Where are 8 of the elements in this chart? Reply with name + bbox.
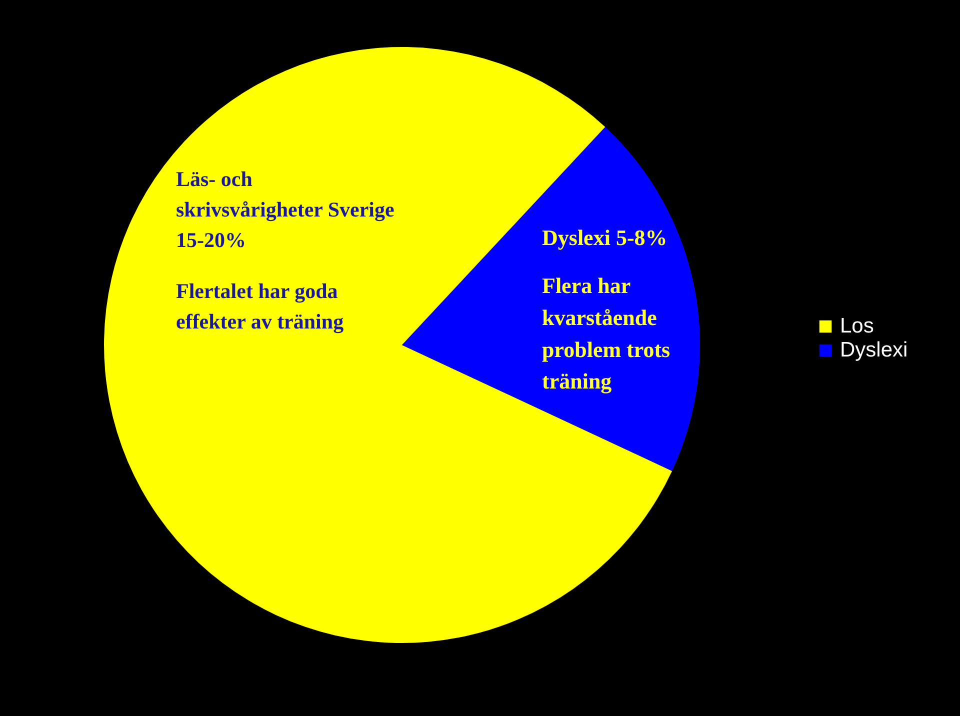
legend-label: Los bbox=[840, 314, 874, 338]
pie-slice bbox=[104, 47, 672, 643]
text: Flera har kvarstående problem trots träning bbox=[542, 273, 671, 394]
text: Dyslexi 5-8% bbox=[542, 225, 668, 250]
text: Flertalet har goda effekter av träning bbox=[176, 279, 344, 334]
text: Läs- och skrivsvårigheter Sverige 15-20% bbox=[176, 167, 394, 252]
legend-label: Dyslexi bbox=[840, 338, 908, 362]
pie-slice bbox=[402, 127, 700, 471]
